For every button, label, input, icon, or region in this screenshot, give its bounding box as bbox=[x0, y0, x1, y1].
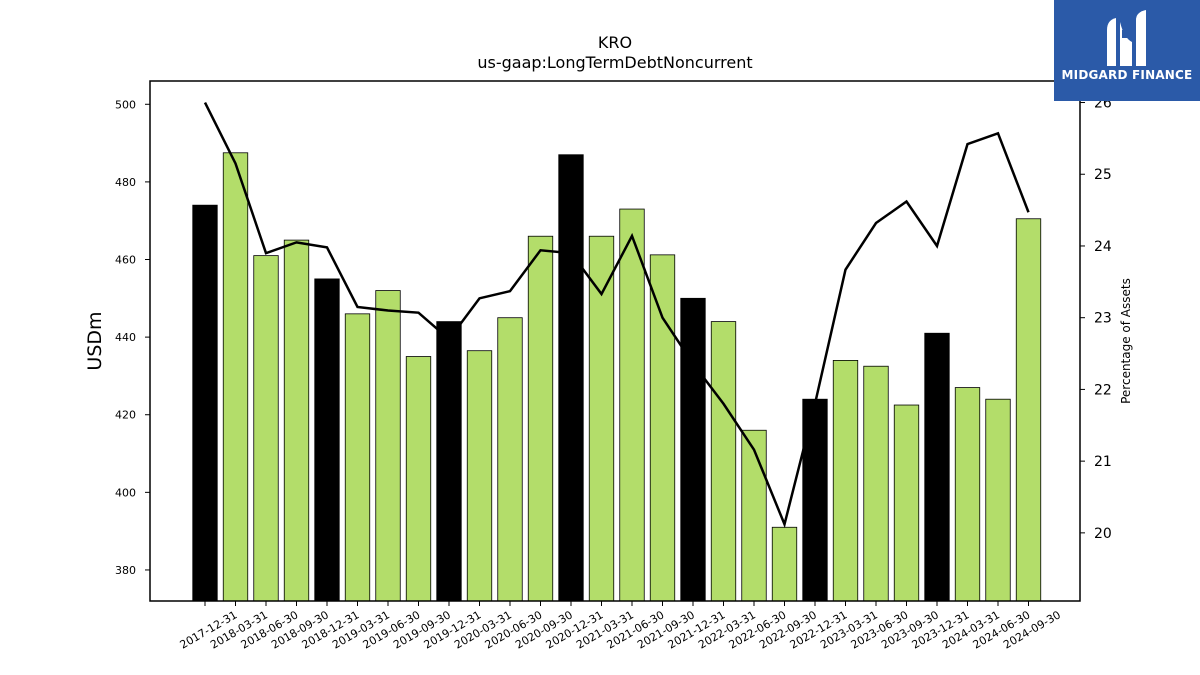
bar bbox=[680, 297, 706, 602]
bar bbox=[283, 239, 310, 602]
y-tick-label: 460 bbox=[115, 254, 136, 267]
logo-mark-icon bbox=[1107, 10, 1146, 66]
bar bbox=[436, 321, 462, 602]
y-tick-label: 480 bbox=[115, 176, 136, 189]
y2-tick-label: 24 bbox=[1094, 239, 1112, 255]
bar bbox=[985, 398, 1011, 602]
bar bbox=[771, 526, 798, 602]
bar bbox=[832, 360, 859, 602]
bar bbox=[558, 154, 584, 602]
y-axis-label: USDm bbox=[84, 311, 106, 370]
y-tick-label: 440 bbox=[115, 331, 136, 344]
bar bbox=[1015, 218, 1042, 602]
y2-tick-label: 20 bbox=[1094, 526, 1112, 542]
y-tick-label: 400 bbox=[115, 486, 136, 499]
bar bbox=[893, 404, 920, 602]
bar bbox=[741, 429, 767, 602]
y2-tick-label: 21 bbox=[1094, 454, 1112, 470]
plot-frame bbox=[149, 80, 1081, 602]
bar bbox=[619, 208, 645, 602]
y-tick-label: 500 bbox=[115, 98, 136, 111]
bar bbox=[527, 235, 554, 602]
bar bbox=[497, 317, 523, 602]
chart-title: KRO bbox=[597, 33, 633, 52]
bar bbox=[649, 254, 676, 602]
series-line bbox=[203, 101, 1030, 529]
bar bbox=[924, 332, 950, 602]
bar bbox=[710, 321, 737, 602]
chart-subtitle: us-gaap:LongTermDebtNoncurrent bbox=[477, 53, 753, 72]
bar bbox=[192, 204, 218, 602]
bar bbox=[222, 152, 249, 602]
brand-logo: MIDGARD FINANCE bbox=[1054, 0, 1200, 101]
bar bbox=[344, 313, 371, 602]
y-tick-label: 420 bbox=[115, 409, 136, 422]
bar bbox=[375, 290, 401, 602]
bar bbox=[588, 235, 615, 602]
bar bbox=[802, 398, 828, 602]
bar bbox=[863, 365, 889, 602]
y2-tick-label: 25 bbox=[1094, 167, 1112, 183]
y2-axis-label: Percentage of Assets bbox=[1119, 278, 1133, 404]
bar bbox=[466, 350, 493, 602]
bar bbox=[405, 356, 432, 602]
bar bbox=[954, 387, 981, 602]
y2-tick-label: 22 bbox=[1094, 382, 1112, 398]
logo-text: MIDGARD FINANCE bbox=[1061, 68, 1193, 82]
y2-tick-label: 23 bbox=[1094, 311, 1112, 327]
bar bbox=[314, 278, 340, 602]
y-tick-label: 380 bbox=[115, 564, 136, 577]
bar bbox=[253, 255, 279, 602]
